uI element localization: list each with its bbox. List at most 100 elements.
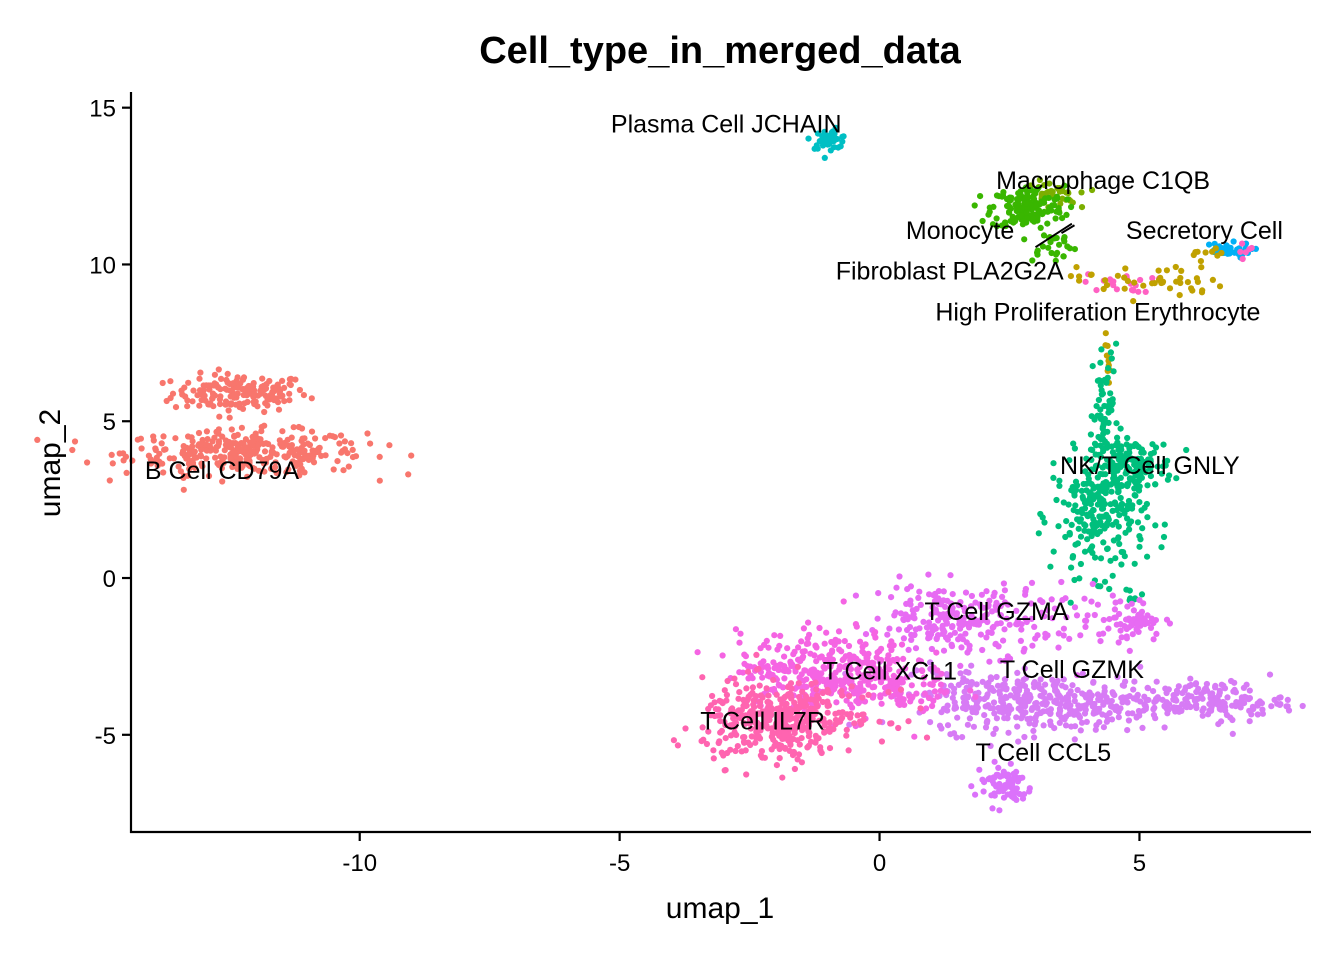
data-point bbox=[993, 715, 1001, 722]
data-point bbox=[821, 131, 828, 138]
data-point bbox=[928, 645, 936, 653]
data-point bbox=[814, 703, 821, 710]
data-point bbox=[300, 441, 307, 448]
data-point bbox=[863, 673, 871, 681]
data-point bbox=[997, 657, 1004, 664]
data-point bbox=[1134, 620, 1141, 627]
data-point bbox=[729, 705, 736, 712]
data-point bbox=[159, 379, 166, 387]
data-point bbox=[196, 402, 203, 409]
data-point bbox=[839, 657, 846, 664]
data-point bbox=[776, 682, 783, 689]
data-point bbox=[1199, 287, 1206, 294]
data-point bbox=[1014, 680, 1021, 687]
x-axis-label: umap_1 bbox=[666, 892, 774, 925]
data-point bbox=[1170, 692, 1177, 699]
cluster-label: T Cell GZMK bbox=[1000, 656, 1144, 684]
data-point bbox=[1030, 727, 1037, 735]
data-point bbox=[162, 446, 169, 453]
data-point bbox=[1089, 363, 1096, 370]
data-point bbox=[1068, 564, 1075, 571]
data-point bbox=[699, 674, 706, 681]
data-point bbox=[178, 387, 185, 394]
data-point bbox=[1067, 273, 1074, 280]
data-point bbox=[765, 644, 772, 651]
data-point bbox=[736, 639, 743, 646]
data-point bbox=[921, 674, 928, 681]
data-point bbox=[1003, 783, 1010, 790]
data-point bbox=[1189, 287, 1196, 294]
data-point bbox=[1006, 621, 1013, 628]
data-point bbox=[1027, 715, 1034, 722]
data-point bbox=[938, 725, 945, 732]
data-point bbox=[1050, 460, 1057, 467]
data-point bbox=[756, 735, 764, 742]
data-point bbox=[829, 656, 837, 663]
data-point bbox=[1214, 252, 1221, 259]
data-point bbox=[993, 673, 1000, 681]
data-point bbox=[826, 719, 833, 726]
data-point bbox=[885, 689, 892, 696]
data-point bbox=[994, 682, 1002, 689]
data-point bbox=[349, 446, 356, 453]
data-point bbox=[929, 702, 936, 710]
data-point bbox=[279, 428, 286, 435]
data-point bbox=[865, 650, 872, 658]
data-point bbox=[968, 662, 975, 669]
data-point bbox=[833, 699, 840, 706]
data-point bbox=[1082, 522, 1089, 529]
data-point bbox=[1110, 368, 1117, 375]
data-point bbox=[764, 665, 772, 672]
data-point bbox=[1136, 499, 1143, 506]
data-point bbox=[1088, 271, 1095, 278]
data-point bbox=[1065, 501, 1072, 508]
data-point bbox=[770, 676, 777, 684]
data-point bbox=[1198, 264, 1205, 271]
data-point bbox=[1101, 578, 1109, 585]
data-point bbox=[778, 718, 785, 725]
data-point bbox=[869, 659, 876, 666]
data-point bbox=[230, 380, 237, 387]
data-point bbox=[953, 734, 960, 741]
data-point bbox=[1053, 193, 1061, 200]
data-point bbox=[935, 588, 943, 595]
data-point bbox=[1077, 632, 1084, 639]
data-point bbox=[752, 739, 759, 746]
data-point bbox=[1117, 494, 1124, 502]
data-point bbox=[1187, 681, 1195, 689]
data-point bbox=[917, 705, 924, 712]
data-point bbox=[782, 693, 789, 700]
data-point bbox=[1102, 277, 1109, 284]
data-point bbox=[217, 386, 224, 393]
data-point bbox=[812, 642, 819, 649]
data-point bbox=[1088, 532, 1095, 540]
data-point bbox=[1115, 714, 1122, 721]
data-point bbox=[1178, 707, 1185, 715]
data-point bbox=[745, 675, 752, 682]
data-point bbox=[1087, 446, 1095, 453]
data-point bbox=[261, 422, 268, 429]
data-point bbox=[1276, 694, 1283, 702]
data-point bbox=[913, 690, 920, 697]
data-point bbox=[749, 684, 757, 691]
data-point bbox=[1112, 555, 1119, 562]
data-point bbox=[855, 658, 863, 665]
data-point bbox=[1144, 482, 1151, 489]
data-point bbox=[1084, 513, 1091, 520]
data-point bbox=[923, 624, 931, 631]
data-point bbox=[249, 438, 256, 445]
data-point bbox=[273, 395, 280, 402]
data-point bbox=[283, 469, 290, 476]
data-point bbox=[805, 716, 812, 723]
data-point bbox=[934, 693, 941, 700]
data-point bbox=[249, 433, 256, 440]
data-point bbox=[1106, 397, 1113, 405]
data-point bbox=[990, 730, 997, 738]
data-point bbox=[1176, 292, 1183, 299]
data-point bbox=[1172, 263, 1179, 271]
data-point bbox=[1079, 510, 1086, 517]
data-point bbox=[891, 680, 898, 687]
data-point bbox=[843, 673, 850, 680]
data-point bbox=[954, 714, 961, 721]
data-point bbox=[990, 699, 998, 706]
